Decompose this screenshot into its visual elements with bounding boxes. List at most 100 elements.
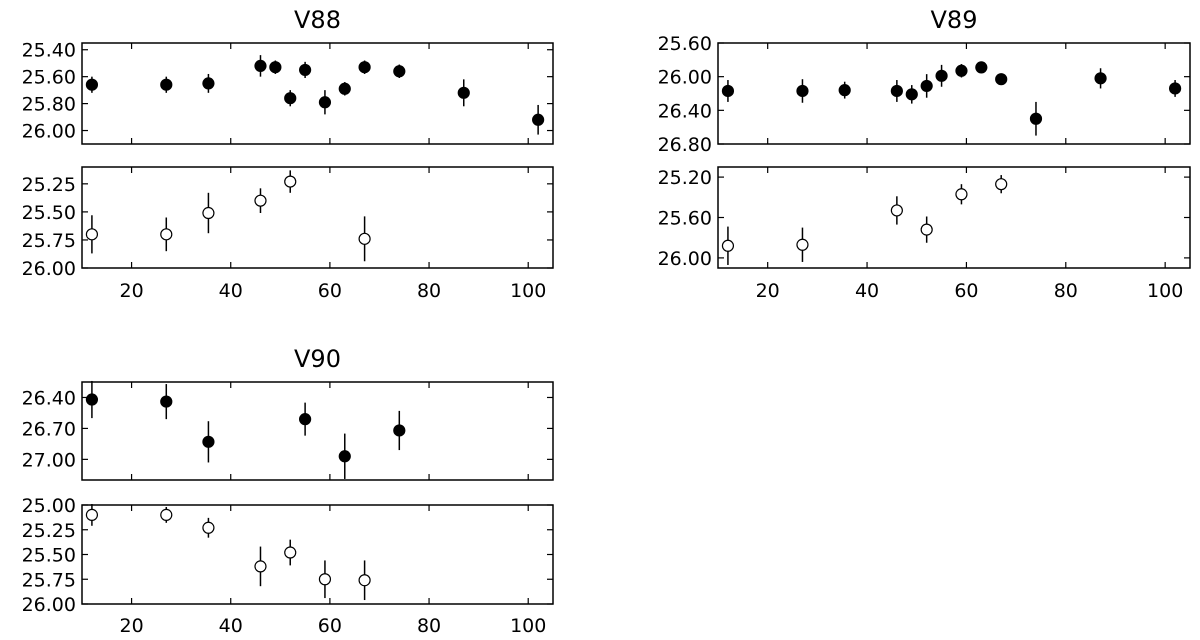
data-point — [299, 63, 312, 77]
data-point — [284, 546, 297, 559]
x-tick-label: 100 — [510, 280, 546, 302]
y-tick-label: 26.40 — [658, 100, 712, 122]
data-point — [269, 61, 282, 74]
data-point — [890, 84, 903, 98]
data-point — [905, 88, 918, 101]
data-point — [318, 573, 332, 586]
data-point — [85, 508, 99, 522]
data-point — [358, 574, 371, 587]
data-point — [338, 450, 351, 463]
x-tick-label: 100 — [1147, 280, 1183, 302]
plot-frame — [81, 166, 554, 269]
data-point — [254, 560, 267, 573]
x-tick-label: 80 — [417, 280, 441, 302]
data-point — [920, 223, 933, 236]
plot-frame — [81, 504, 554, 605]
data-point — [254, 194, 267, 207]
data-point — [202, 77, 215, 90]
data-point — [85, 393, 99, 406]
data-point — [975, 61, 988, 74]
x-tick-label: 60 — [318, 280, 342, 302]
data-point — [160, 395, 173, 408]
x-tick-label: 60 — [954, 280, 978, 302]
x-tick-label: 20 — [756, 280, 780, 302]
y-tick-label: 25.80 — [22, 94, 76, 116]
data-point — [318, 96, 332, 109]
data-point — [299, 413, 312, 426]
data-point — [890, 204, 903, 217]
chart-title: V89 — [931, 6, 978, 34]
data-point — [338, 82, 351, 95]
x-tick-label: 80 — [417, 615, 441, 637]
data-point — [532, 113, 545, 126]
data-point — [85, 228, 99, 241]
data-point — [796, 84, 809, 98]
data-point — [160, 508, 173, 522]
y-tick-label: 25.50 — [22, 545, 76, 567]
y-tick-label: 26.00 — [22, 594, 76, 616]
data-point — [838, 84, 851, 97]
data-point — [254, 59, 267, 72]
data-point — [995, 73, 1008, 86]
chart-v88: V88 25.40 25.60 25.80 26.00 25.25 25.50 25.75 26… — [22, 6, 554, 302]
plot-frame — [717, 166, 1191, 269]
y-tick-label: 27.00 — [22, 449, 76, 471]
panel-filled: 25.60 26.00 26.40 26.80 — [658, 33, 1191, 156]
chart-title: V90 — [294, 345, 341, 373]
plot-frame — [81, 381, 554, 481]
data-point — [85, 78, 99, 91]
y-tick-label: 25.25 — [22, 520, 76, 542]
data-point — [955, 188, 968, 201]
y-tick-label: 25.40 — [22, 40, 76, 62]
x-tick-label: 100 — [510, 615, 546, 637]
x-tick-label: 20 — [119, 615, 143, 637]
plot-frame — [717, 42, 1191, 145]
data-point — [721, 84, 735, 98]
data-point — [721, 239, 735, 252]
data-point — [202, 435, 215, 448]
y-tick-label: 25.50 — [22, 202, 76, 224]
plot-frame — [81, 42, 554, 145]
panel-filled: 25.40 25.60 25.80 26.00 — [22, 40, 554, 145]
panel-open: 25.20 25.60 26.00 — [658, 166, 1191, 270]
x-tick-label: 40 — [219, 615, 243, 637]
y-tick-label: 26.80 — [658, 134, 712, 156]
y-tick-label: 25.00 — [22, 495, 76, 517]
data-point — [457, 86, 470, 99]
x-tick-label: 60 — [318, 615, 342, 637]
y-tick-label: 25.20 — [658, 167, 712, 189]
data-point — [393, 65, 406, 78]
data-point — [202, 521, 215, 534]
data-point — [935, 69, 948, 82]
y-tick-label: 26.00 — [658, 248, 712, 270]
y-tick-label: 25.60 — [658, 208, 712, 230]
data-point — [358, 232, 371, 245]
chart-title: V88 — [294, 6, 341, 34]
y-tick-label: 26.00 — [22, 258, 76, 280]
x-tick-label: 80 — [1054, 280, 1078, 302]
y-tick-label: 25.25 — [22, 174, 76, 196]
data-point — [160, 228, 173, 241]
panel-filled: 26.40 26.70 27.00 — [22, 380, 554, 481]
data-point — [284, 175, 297, 188]
y-tick-label: 25.60 — [658, 33, 712, 55]
data-point — [358, 61, 371, 74]
y-tick-label: 25.60 — [22, 67, 76, 89]
data-point — [284, 92, 297, 105]
data-point — [955, 64, 968, 77]
data-point — [393, 424, 406, 437]
data-point — [796, 238, 809, 251]
data-point — [202, 206, 215, 220]
data-point — [920, 79, 933, 93]
data-point — [995, 178, 1008, 191]
data-point — [160, 78, 173, 91]
data-point — [1029, 112, 1043, 125]
y-tick-label: 25.75 — [22, 230, 76, 252]
y-tick-label: 26.70 — [22, 418, 76, 440]
y-tick-label: 25.75 — [22, 569, 76, 591]
y-tick-label: 26.40 — [22, 387, 76, 409]
y-tick-label: 26.00 — [658, 67, 712, 89]
chart-v89: V89 25.60 26.00 26.40 26.80 25.20 25.60 26.00 20… — [658, 6, 1191, 302]
